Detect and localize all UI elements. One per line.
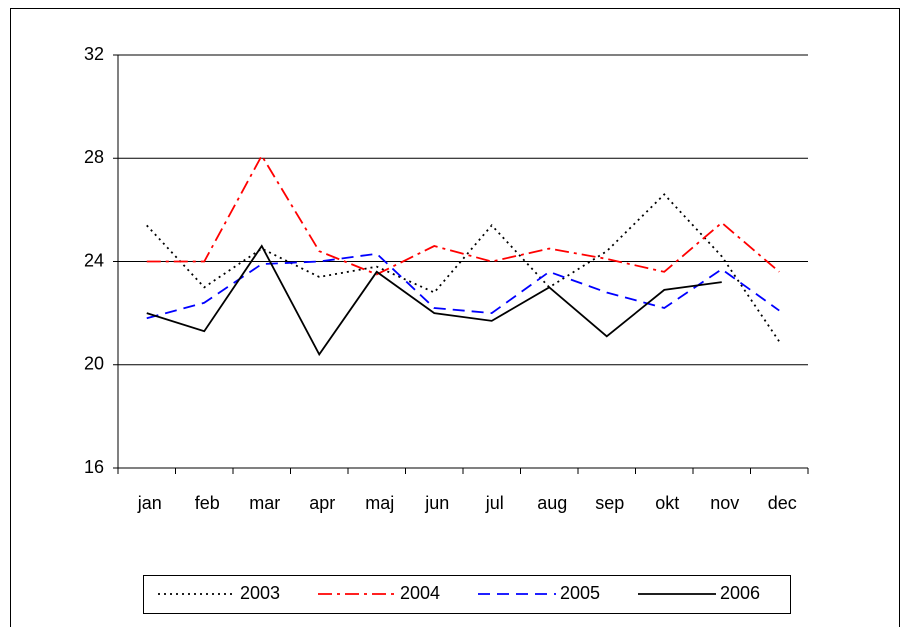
y-tick-label: 16 [84, 457, 104, 477]
x-tick-label: aug [537, 493, 567, 513]
x-tick-label: jun [424, 493, 449, 513]
x-tick-label: jul [485, 493, 504, 513]
legend-label: 2004 [400, 583, 440, 603]
x-tick-label: jan [137, 493, 162, 513]
series-line [146, 252, 780, 320]
x-tick-label: okt [655, 493, 679, 513]
y-tick-label: 24 [84, 250, 104, 270]
y-tick-label: 28 [84, 147, 104, 167]
x-tick-label: nov [710, 493, 739, 513]
x-tick-label: dec [768, 493, 797, 513]
legend-label: 2005 [560, 583, 600, 603]
legend-label: 2006 [720, 583, 760, 603]
x-tick-label: sep [595, 493, 624, 513]
x-tick-label: maj [365, 493, 394, 513]
legend-label: 2003 [240, 583, 280, 603]
x-tick-label: mar [249, 493, 280, 513]
y-tick-label: 32 [84, 44, 104, 64]
series-line [146, 244, 722, 357]
x-tick-label: feb [195, 493, 220, 513]
y-tick-label: 20 [84, 354, 104, 374]
series-line [146, 153, 780, 276]
x-tick-label: apr [309, 493, 335, 513]
chart-border [10, 8, 900, 632]
